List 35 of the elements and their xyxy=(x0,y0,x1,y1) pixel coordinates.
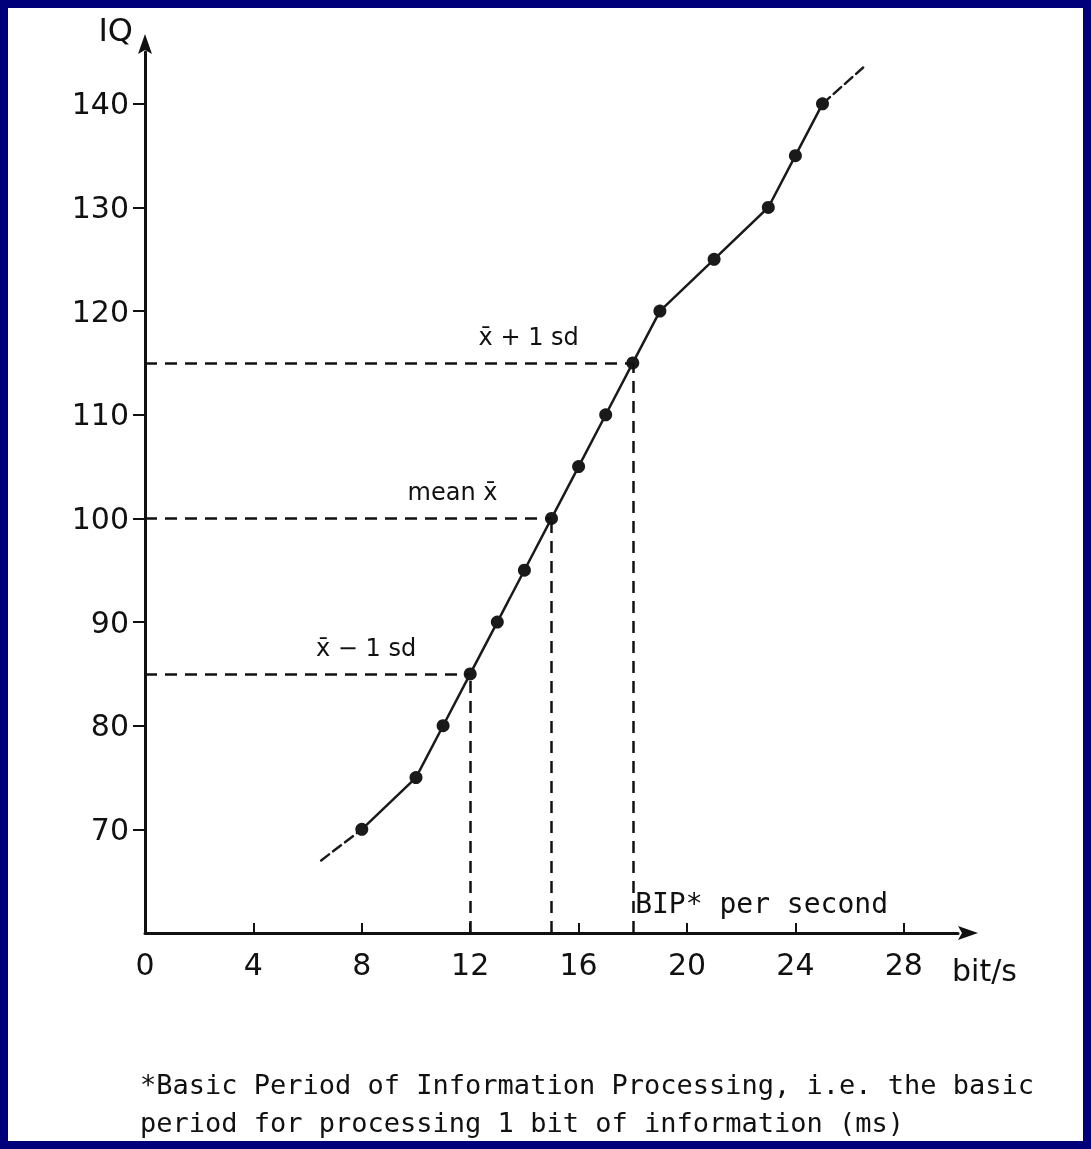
text: *Basic Period of Information Processing, i.e. the basic period for processing 1 bit of information (ms) xyxy=(140,1068,1051,1138)
x-tick-label: 8 xyxy=(352,946,372,982)
point xyxy=(517,563,531,577)
point xyxy=(761,200,775,214)
point xyxy=(355,822,369,836)
point xyxy=(653,304,667,318)
x-tick-label: 16 xyxy=(559,946,598,982)
y-tick-label: 120 xyxy=(71,293,129,329)
x-tick-label: 24 xyxy=(776,946,815,982)
text: bit/s xyxy=(952,952,1017,988)
point xyxy=(788,149,802,163)
x-tick-label: 12 xyxy=(451,946,490,982)
point xyxy=(816,97,829,111)
point xyxy=(436,719,450,733)
x-tick-label: 0 xyxy=(135,946,155,982)
y-tick-label: 90 xyxy=(90,604,129,640)
y-tick-label: 140 xyxy=(71,86,129,122)
y-tick-label: 70 xyxy=(90,811,129,847)
ref-line-label: x̄ + 1 sd xyxy=(478,322,579,351)
x-tick-label: 4 xyxy=(243,946,263,982)
y-axis-title: IQ xyxy=(98,11,133,49)
ref-line-label: x̄ − 1 sd xyxy=(315,633,417,662)
x-tick-label: 28 xyxy=(884,946,923,982)
y-tick-label: 100 xyxy=(71,500,129,536)
point xyxy=(707,252,721,266)
point xyxy=(409,771,423,785)
x-tick-label: 20 xyxy=(667,946,707,982)
point xyxy=(572,460,586,474)
y-tick-label: 80 xyxy=(90,708,129,744)
ref-line-label: mean x̄ xyxy=(407,478,498,507)
point xyxy=(490,615,504,629)
point xyxy=(599,408,613,422)
y-tick-label: 130 xyxy=(71,189,129,225)
y-tick-label: 110 xyxy=(71,397,129,433)
x-axis-title: BIP* per second xyxy=(635,886,888,920)
